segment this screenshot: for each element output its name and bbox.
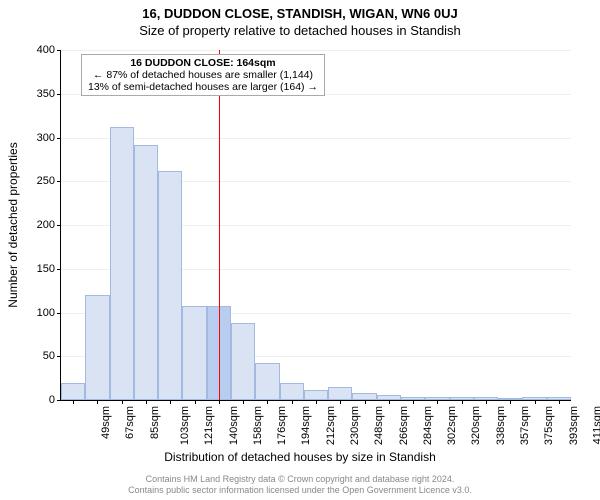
x-tick-mark — [486, 400, 487, 404]
x-tick-label: 158sqm — [252, 406, 264, 445]
x-tick-mark — [389, 400, 390, 404]
x-tick-mark — [73, 400, 74, 404]
y-tick-mark — [57, 400, 61, 401]
x-tick-label: 393sqm — [568, 406, 580, 445]
x-tick-mark — [365, 400, 366, 404]
bars-container — [61, 50, 571, 400]
x-tick-label: 338sqm — [495, 406, 507, 445]
page-root: 16, DUDDON CLOSE, STANDISH, WIGAN, WN6 0… — [0, 0, 600, 500]
y-tick-label: 400 — [23, 44, 55, 56]
histogram-bar — [522, 397, 546, 401]
y-tick-label: 350 — [23, 88, 55, 100]
histogram-bar — [377, 395, 401, 400]
x-tick-label: 140sqm — [228, 406, 240, 445]
x-tick-label: 194sqm — [301, 406, 313, 445]
x-tick-label: 248sqm — [373, 406, 385, 445]
histogram-bar — [401, 397, 425, 401]
y-tick-label: 200 — [23, 219, 55, 231]
y-tick-label: 250 — [23, 175, 55, 187]
chart-title: 16, DUDDON CLOSE, STANDISH, WIGAN, WN6 0… — [0, 0, 600, 21]
x-tick-mark — [292, 400, 293, 404]
y-tick-label: 100 — [23, 307, 55, 319]
histogram-bar — [352, 393, 376, 400]
histogram-bar — [425, 397, 449, 400]
histogram-bar — [450, 397, 474, 401]
histogram-bar — [134, 145, 158, 401]
histogram-bar — [304, 390, 328, 401]
histogram-bar — [158, 171, 182, 400]
x-tick-mark — [243, 400, 244, 404]
y-tick-label: 0 — [23, 394, 55, 406]
plot-area: 16 DUDDON CLOSE: 164sqm ← 87% of detache… — [60, 50, 571, 401]
x-tick-mark — [510, 400, 511, 404]
x-tick-label: 67sqm — [124, 406, 136, 439]
x-tick-mark — [437, 400, 438, 404]
histogram-bar — [110, 127, 134, 400]
x-tick-mark — [195, 400, 196, 404]
annotation-line1: 16 DUDDON CLOSE: 164sqm — [88, 57, 318, 69]
x-tick-label: 85sqm — [149, 406, 161, 439]
x-tick-mark — [559, 400, 560, 404]
y-tick-label: 300 — [23, 132, 55, 144]
histogram-bar — [255, 363, 279, 400]
x-tick-label: 103sqm — [179, 406, 191, 445]
footer-line1: Contains HM Land Registry data © Crown c… — [0, 474, 600, 485]
histogram-bar — [280, 383, 304, 401]
x-tick-mark — [462, 400, 463, 404]
x-tick-label: 375sqm — [543, 406, 555, 445]
x-tick-label: 176sqm — [276, 406, 288, 445]
x-tick-label: 212sqm — [325, 406, 337, 445]
x-tick-label: 121sqm — [203, 406, 215, 445]
histogram-bar — [61, 383, 85, 401]
x-tick-label: 357sqm — [519, 406, 531, 445]
y-tick-label: 150 — [23, 263, 55, 275]
x-tick-mark — [97, 400, 98, 404]
x-tick-label: 284sqm — [422, 406, 434, 445]
chart-subtitle: Size of property relative to detached ho… — [0, 21, 600, 38]
x-tick-mark — [170, 400, 171, 404]
x-tick-label: 49sqm — [100, 406, 112, 439]
x-tick-mark — [316, 400, 317, 404]
histogram-bar — [182, 306, 206, 401]
x-tick-label: 302sqm — [446, 406, 458, 445]
histogram-bar — [85, 295, 109, 400]
x-tick-mark — [413, 400, 414, 404]
x-tick-mark — [340, 400, 341, 404]
histogram-bar — [474, 397, 498, 400]
histogram-bar — [547, 397, 571, 400]
x-tick-label: 411sqm — [591, 406, 600, 444]
annotation-line2: ← 87% of detached houses are smaller (1,… — [88, 69, 318, 81]
histogram-bar — [498, 398, 522, 400]
y-axis-label: Number of detached properties — [6, 142, 20, 307]
x-tick-mark — [219, 400, 220, 404]
histogram-bar — [328, 387, 352, 400]
property-marker-line — [219, 50, 220, 400]
x-tick-mark — [122, 400, 123, 404]
x-axis-label: Distribution of detached houses by size … — [0, 450, 600, 464]
x-tick-label: 320sqm — [471, 406, 483, 445]
footer: Contains HM Land Registry data © Crown c… — [0, 474, 600, 497]
annotation-box: 16 DUDDON CLOSE: 164sqm ← 87% of detache… — [81, 54, 325, 96]
x-tick-mark — [146, 400, 147, 404]
x-tick-mark — [535, 400, 536, 404]
x-tick-label: 266sqm — [398, 406, 410, 445]
x-tick-mark — [267, 400, 268, 404]
annotation-line3: 13% of semi-detached houses are larger (… — [88, 81, 318, 93]
histogram-bar — [231, 323, 255, 400]
footer-line2: Contains public sector information licen… — [0, 485, 600, 496]
x-tick-label: 230sqm — [349, 406, 361, 445]
y-tick-label: 50 — [23, 350, 55, 362]
